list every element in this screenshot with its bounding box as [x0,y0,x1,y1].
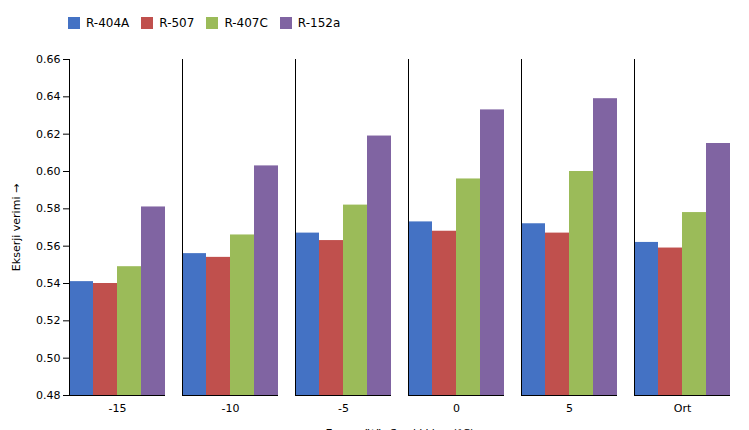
svg-text:0.50: 0.50 [36,352,61,365]
html-text:R-152a: R-152a [297,15,341,30]
svg-text:0.52: 0.52 [36,314,61,327]
svg-text:0.64: 0.64 [36,90,61,103]
svg-text:Ort: Ort [674,402,692,415]
svg-text:0.54: 0.54 [36,277,61,290]
svg-text:0.58: 0.58 [36,202,61,215]
svg-text:-15: -15 [109,402,127,415]
html-text:R-407C: R-407C [224,15,268,30]
svg-text:-10: -10 [222,402,240,415]
svg-text:0.60: 0.60 [36,165,61,178]
html-text:R-404A: R-404A [86,15,130,30]
svg-text:0.66: 0.66 [36,53,61,66]
svg-text:Evaparütör Sıcaklıkları (°C): Evaparütör Sıcaklıkları (°C) [326,427,475,430]
html-text:R-507: R-507 [159,15,195,30]
svg-text:5: 5 [566,402,573,415]
svg-text:-5: -5 [338,402,349,415]
svg-text:0.48: 0.48 [36,389,61,402]
svg-text:0.62: 0.62 [36,128,61,141]
svg-text:Ekserji verimi →: Ekserji verimi → [10,184,23,271]
svg-text:0.56: 0.56 [36,240,61,253]
svg-text:0: 0 [453,402,460,415]
